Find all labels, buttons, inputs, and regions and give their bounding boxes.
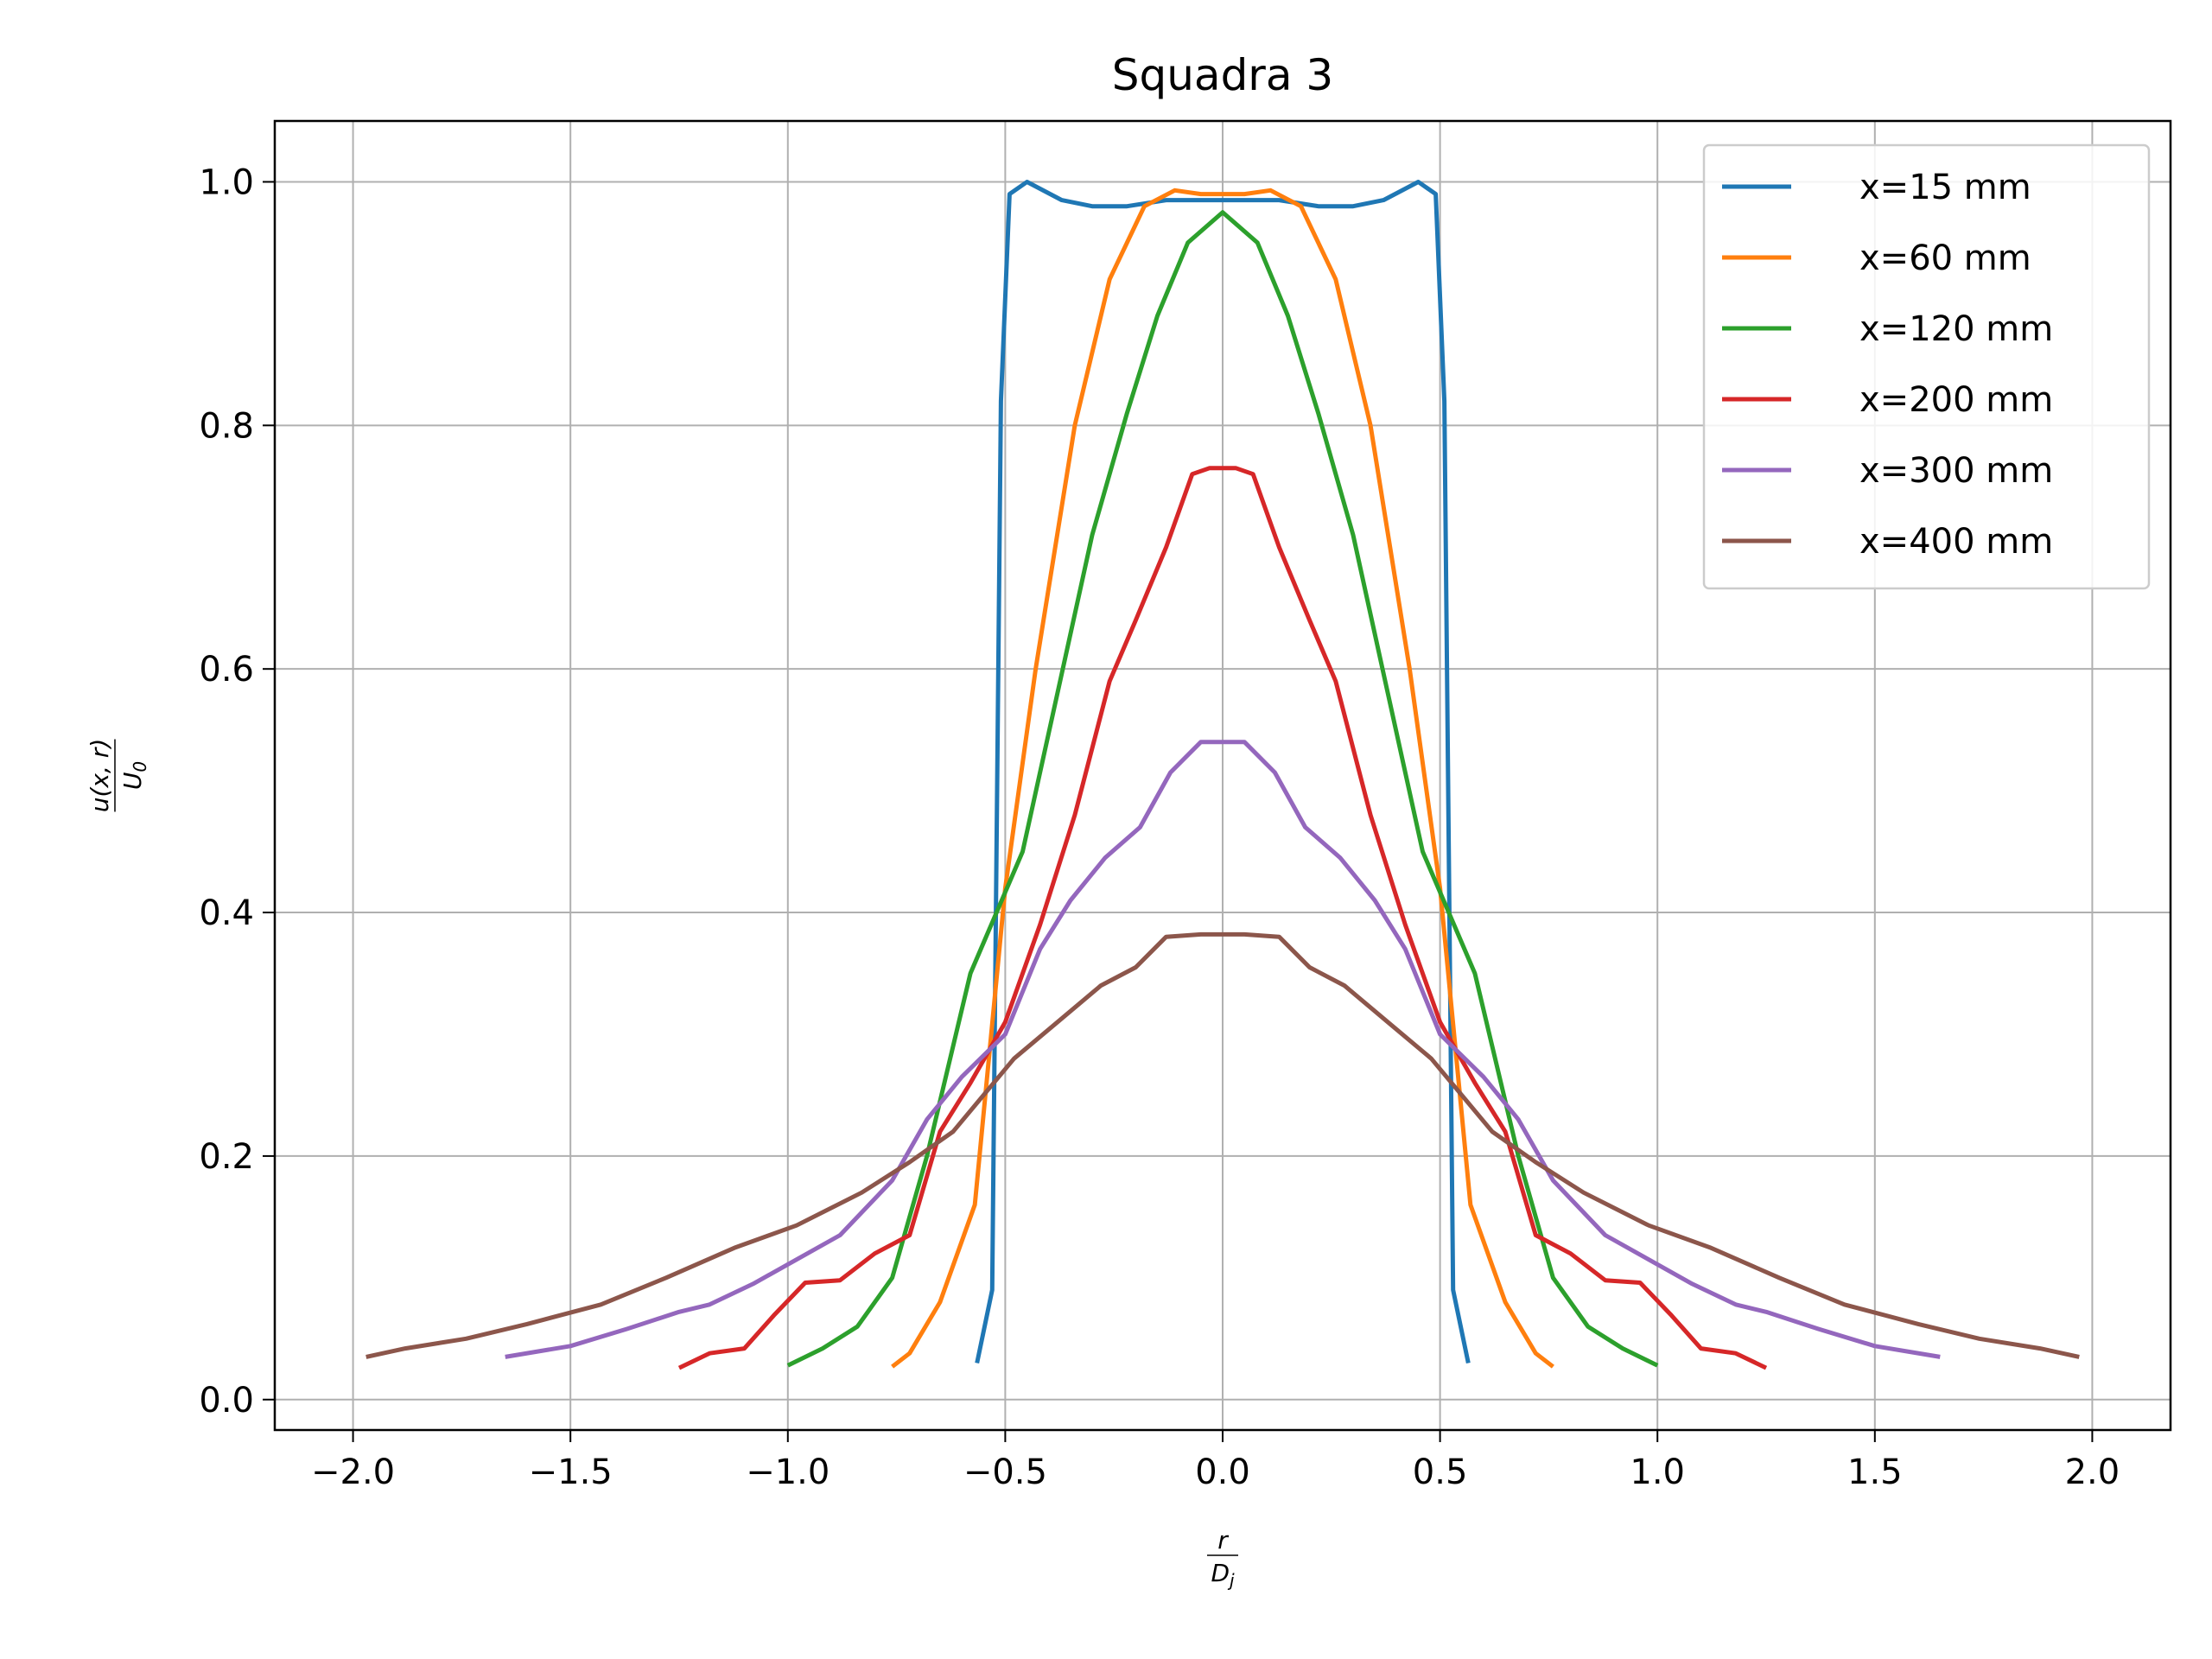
x-tick-label: 0.5 <box>1413 1452 1468 1492</box>
legend-label: x=15 mm <box>1859 168 2031 207</box>
y-tick-label: 0.6 <box>199 650 254 690</box>
legend-label: x=60 mm <box>1859 238 2031 278</box>
legend-label: x=200 mm <box>1859 380 2053 420</box>
x-tick-label: 0.0 <box>1195 1452 1250 1492</box>
legend-items: x=15 mm x=60 mm x=120 mm x=200 mm x=300 mm x=… <box>1722 168 2053 562</box>
x-tick-label: −1.0 <box>746 1452 830 1492</box>
series-line-3 <box>786 210 1659 1368</box>
series-line-2 <box>891 188 1554 1369</box>
y-axis-label-denominator: U0 <box>118 761 150 790</box>
y-axis-label-denominator-subscript: 0 <box>130 761 150 772</box>
x-axis-label-denominator-subscript: j <box>1227 1570 1235 1591</box>
x-tick-label: 2.0 <box>2065 1452 2120 1492</box>
x-axis-label-denominator-symbol: D <box>1211 1559 1230 1587</box>
legend: x=15 mm x=60 mm x=120 mm x=200 mm x=300 mm x=… <box>1702 143 2151 590</box>
x-tick-label: −2.0 <box>311 1452 395 1492</box>
x-tick-label: −0.5 <box>963 1452 1047 1492</box>
y-tick-label: 0.4 <box>199 893 254 933</box>
x-tick-label: −1.5 <box>529 1452 613 1492</box>
ticks: −2.0 −1.5 −1.0 −0.5 0.0 0.5 1.0 1.5 2.0 0.0 0.2 0.4… <box>199 162 2120 1492</box>
x-tick-label: 1.0 <box>1630 1452 1685 1492</box>
legend-box <box>1702 143 2151 590</box>
y-axis-label: u(x, r) U0 <box>86 739 150 812</box>
legend-label: x=300 mm <box>1859 451 2053 491</box>
y-tick-label: 0.0 <box>199 1381 254 1421</box>
y-axis-label-numerator: u(x, r) <box>86 739 114 812</box>
legend-label: x=120 mm <box>1859 309 2053 349</box>
y-tick-label: 0.2 <box>199 1137 254 1177</box>
chart-title: Squadra 3 <box>1112 50 1333 100</box>
series-line-5 <box>505 740 1941 1359</box>
y-tick-label: 0.8 <box>199 406 254 446</box>
x-axis-label-numerator: r <box>1217 1526 1229 1554</box>
series-group <box>365 180 2080 1370</box>
x-axis-label-denominator: Dj <box>1211 1559 1235 1591</box>
legend-label: x=400 mm <box>1859 522 2053 562</box>
x-axis-label: r Dj <box>1207 1526 1238 1591</box>
x-tick-label: 1.5 <box>1847 1452 1903 1492</box>
series-line-4 <box>677 466 1768 1370</box>
series-line-6 <box>365 931 2080 1359</box>
y-tick-label: 1.0 <box>199 162 254 202</box>
series-line-1 <box>975 180 1471 1364</box>
y-axis-label-denominator-symbol: U <box>118 772 147 791</box>
